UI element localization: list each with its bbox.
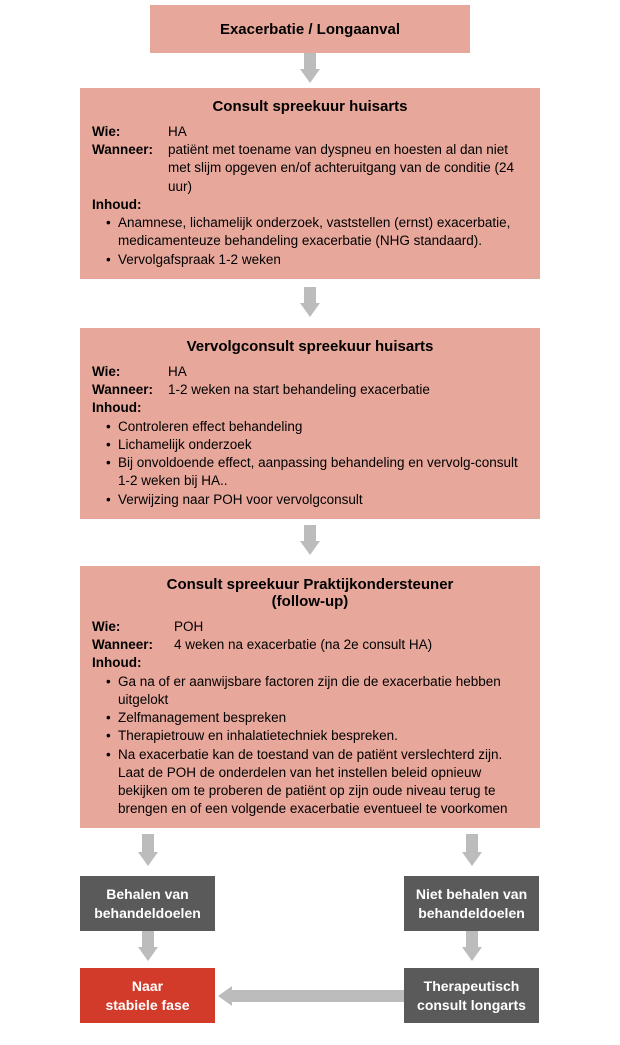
arrow-stem-horizontal	[232, 990, 404, 1002]
box3-wie: POH	[174, 618, 528, 636]
arrow-stem	[466, 834, 478, 852]
wanneer-label: Wanneer:	[92, 636, 174, 654]
start-title: Exacerbatie / Longaanval	[220, 21, 400, 38]
behalen-node: Behalen van behandeldoelen	[80, 876, 215, 931]
arrow-stem	[304, 53, 316, 69]
arrow-stem	[142, 931, 154, 947]
arrow-stem	[304, 525, 316, 541]
consult-huisarts-node: Consult spreekuur huisarts Wie: HA Wanne…	[80, 88, 540, 279]
behalen-l1: Behalen van	[106, 886, 188, 902]
box2-title: Vervolgconsult spreekuur huisarts	[92, 338, 528, 355]
arrow-head	[462, 947, 482, 961]
box3-title-line2: (follow-up)	[92, 593, 528, 610]
naar-l1: Naar	[132, 978, 163, 994]
wie-label: Wie:	[92, 123, 168, 141]
therapeutisch-node: Therapeutisch consult longarts	[404, 968, 539, 1023]
box3-title-line1: Consult spreekuur Praktijkondersteuner	[92, 576, 528, 593]
arrow-head	[138, 947, 158, 961]
arrow-head	[462, 852, 482, 866]
wanneer-label: Wanneer:	[92, 381, 168, 399]
nietbehalen-l1: Niet behalen van	[416, 886, 527, 902]
list-item: Therapietrouw en inhalatietechniek bespr…	[106, 727, 528, 745]
therapeutisch-l2: consult longarts	[417, 997, 526, 1013]
naar-l2: stabiele fase	[105, 997, 189, 1013]
list-item: Na exacerbatie kan de toestand van de pa…	[106, 746, 528, 819]
box1-wie: HA	[168, 123, 528, 141]
box2-wie: HA	[168, 363, 528, 381]
box1-title: Consult spreekuur huisarts	[92, 98, 528, 115]
list-item: Anamnese, lichamelijk onderzoek, vastste…	[106, 214, 528, 250]
box2-wanneer: 1-2 weken na start behandeling exacerbat…	[168, 381, 528, 399]
wanneer-label: Wanneer:	[92, 141, 168, 196]
wie-label: Wie:	[92, 618, 174, 636]
inhoud-label: Inhoud:	[92, 654, 528, 672]
wie-label: Wie:	[92, 363, 168, 381]
behalen-l2: behandeldoelen	[94, 905, 201, 921]
naar-stabiele-node: Naar stabiele fase	[80, 968, 215, 1023]
arrow-head	[300, 303, 320, 317]
nietbehalen-l2: behandeldoelen	[418, 905, 525, 921]
list-item: Lichamelijk onderzoek	[106, 436, 528, 454]
inhoud-label: Inhoud:	[92, 399, 528, 417]
poh-followup-node: Consult spreekuur Praktijkondersteuner (…	[80, 566, 540, 828]
list-item: Controleren effect behandeling	[106, 418, 528, 436]
inhoud-label: Inhoud:	[92, 196, 528, 214]
nietbehalen-node: Niet behalen van behandeldoelen	[404, 876, 539, 931]
list-item: Vervolgafspraak 1-2 weken	[106, 251, 528, 269]
arrow-stem	[304, 287, 316, 303]
arrow-head-left	[218, 986, 232, 1006]
arrow-head	[138, 852, 158, 866]
arrow-head	[300, 541, 320, 555]
list-item: Ga na of er aanwijsbare factoren zijn di…	[106, 673, 528, 709]
therapeutisch-l1: Therapeutisch	[424, 978, 520, 994]
list-item: Zelfmanagement bespreken	[106, 709, 528, 727]
vervolgconsult-node: Vervolgconsult spreekuur huisarts Wie: H…	[80, 328, 540, 519]
arrow-head	[300, 69, 320, 83]
arrow-stem	[142, 834, 154, 852]
list-item: Verwijzing naar POH voor vervolgconsult	[106, 491, 528, 509]
list-item: Bij onvoldoende effect, aanpassing behan…	[106, 454, 528, 490]
box1-wanneer: patiënt met toename van dyspneu en hoest…	[168, 141, 528, 196]
arrow-stem	[466, 931, 478, 947]
start-node: Exacerbatie / Longaanval	[150, 5, 470, 53]
box3-wanneer: 4 weken na exacerbatie (na 2e consult HA…	[174, 636, 528, 654]
